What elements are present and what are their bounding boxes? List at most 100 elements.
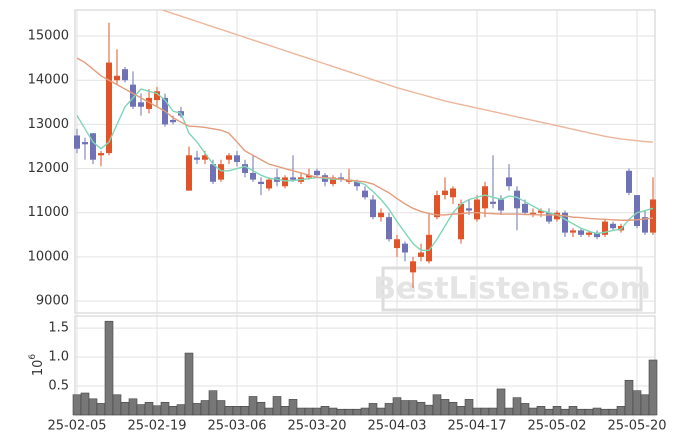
candle-body: [450, 188, 456, 198]
volume-bar: [304, 407, 314, 416]
candle-body: [466, 208, 472, 211]
candle-body: [410, 261, 416, 273]
volume-bar: [392, 397, 402, 416]
candle-body: [218, 164, 224, 180]
candle-body: [394, 239, 400, 249]
volume-bar: [608, 408, 618, 416]
volume-bar: [320, 406, 330, 416]
volume-bar: [256, 401, 266, 416]
candle-body: [170, 119, 176, 123]
volume-bar: [248, 396, 258, 416]
volume-bar: [216, 400, 226, 416]
volume-bar: [408, 400, 418, 416]
candle-body: [426, 234, 432, 262]
candle-body: [114, 75, 120, 81]
y-tick-label: 9000: [36, 294, 69, 309]
candle-body: [602, 221, 608, 235]
y-tick-label: 10000: [28, 249, 69, 264]
price-panel: [74, 9, 656, 314]
candle-body: [458, 203, 464, 240]
y-tick-label: 14000: [28, 73, 69, 88]
volume-axis-label: 106: [28, 354, 46, 377]
volume-bar: [168, 406, 178, 416]
candle-body: [98, 153, 104, 156]
moving-average-line: [76, 57, 654, 221]
y-tick-label: 13000: [28, 117, 69, 132]
volume-bar: [584, 408, 594, 416]
volume-bar: [272, 396, 282, 416]
candle-body: [498, 199, 504, 211]
candle-body: [242, 164, 248, 173]
y-tick-label: 1.5: [48, 321, 69, 336]
volume-bar: [72, 394, 82, 416]
volume-bar: [632, 390, 642, 416]
candle-body: [266, 179, 272, 189]
volume-bar: [640, 394, 650, 416]
volume-bar: [480, 407, 490, 416]
volume-bar: [104, 320, 114, 416]
candle-body: [306, 175, 312, 178]
volume-bar: [464, 399, 474, 416]
volume-bar: [544, 408, 554, 416]
candle-body: [122, 69, 128, 81]
volume-bar: [520, 403, 530, 416]
candle-body: [378, 212, 384, 218]
candle-body: [146, 97, 152, 109]
candle-body: [554, 212, 560, 220]
volume-bar: [192, 403, 202, 416]
volume-bar: [376, 407, 386, 416]
x-tick-label: 25-05-02: [527, 419, 586, 434]
volume-bar: [536, 406, 546, 416]
candle-body: [330, 177, 336, 185]
candle-body: [538, 210, 544, 213]
candle-body: [434, 195, 440, 218]
volume-bar: [288, 399, 298, 416]
candle-body: [258, 181, 264, 185]
volume-bar: [176, 404, 186, 416]
y-tick-label: 11000: [28, 205, 69, 220]
candle-body: [490, 201, 496, 204]
candle-body: [594, 232, 600, 238]
candle-body: [586, 232, 592, 235]
volume-bar: [440, 399, 450, 416]
candle-body: [634, 195, 640, 226]
volume-bar: [296, 407, 306, 416]
candle-body: [362, 190, 368, 198]
volume-bar: [360, 407, 370, 416]
volume-panel: [74, 315, 656, 416]
x-tick-label: 25-02-19: [127, 419, 186, 434]
volume-bar: [368, 403, 378, 416]
volume-bar: [264, 407, 274, 416]
candle-body: [250, 172, 256, 180]
volume-bar: [96, 403, 106, 416]
volume-bar: [416, 401, 426, 416]
volume-bar: [208, 390, 218, 416]
volume-bar: [112, 394, 122, 416]
candle-body: [370, 199, 376, 218]
x-tick-label: 25-02-05: [47, 419, 106, 434]
volume-bar: [496, 388, 506, 416]
volume-bar: [88, 398, 98, 416]
candle-body: [650, 199, 656, 233]
volume-bar: [144, 401, 154, 416]
candle-body: [570, 230, 576, 233]
candle-body: [282, 177, 288, 187]
candle-body: [386, 217, 392, 240]
candle-body: [130, 84, 136, 107]
candle-body: [402, 243, 408, 253]
volume-bar: [328, 407, 338, 416]
volume-bar: [384, 403, 394, 416]
volume-bar: [576, 408, 586, 416]
candle-body: [234, 155, 240, 162]
candle-body: [202, 155, 208, 160]
candle-body: [82, 142, 88, 145]
volume-bar: [592, 407, 602, 416]
volume-bar: [352, 408, 362, 416]
volume-bar: [616, 406, 626, 416]
volume-bar: [648, 359, 658, 416]
volume-bar: [128, 398, 138, 416]
moving-average-line: [160, 10, 654, 143]
candle-body: [482, 186, 488, 209]
x-tick-label: 25-04-03: [367, 419, 426, 434]
